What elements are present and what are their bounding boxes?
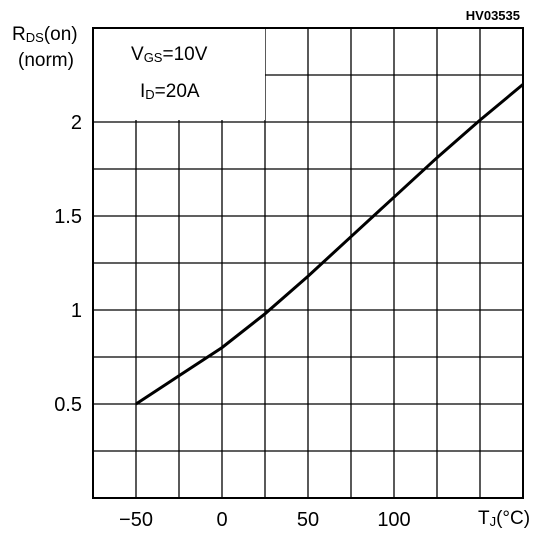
y-tick-labels: 0.5 1 1.5 2: [54, 112, 82, 416]
condition-id: ID=20A: [140, 81, 200, 102]
x-tick-label: 50: [297, 509, 319, 531]
x-tick-labels: −50 0 50 100: [119, 509, 411, 531]
y-axis-unit: (norm): [18, 50, 74, 71]
y-tick-label: 2: [71, 112, 82, 134]
y-tick-label: 1: [71, 300, 82, 322]
grid-lines: [93, 28, 523, 498]
conditions-box: VGS=10V ID=20A: [93, 28, 265, 120]
y-axis-title: RDS(on): [12, 24, 78, 45]
y-tick-label: 0.5: [54, 394, 82, 416]
rds-on-curve: [135, 83, 524, 406]
x-axis-title: TJ(°C): [478, 508, 530, 529]
conditions-background: [93, 28, 265, 120]
figure-code: HV03535: [466, 8, 520, 23]
y-tick-label: 1.5: [54, 206, 82, 228]
plot-frame: [92, 27, 524, 499]
x-tick-label: 100: [377, 509, 410, 531]
condition-vgs: VGS=10V: [131, 44, 208, 65]
x-tick-label: 0: [216, 509, 227, 531]
x-tick-label: −50: [119, 509, 153, 531]
